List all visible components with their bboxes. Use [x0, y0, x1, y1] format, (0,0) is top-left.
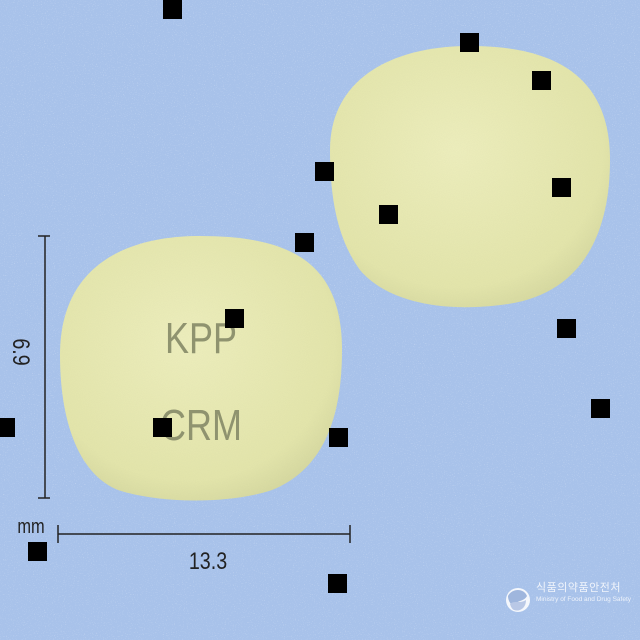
- unit-label: mm: [17, 516, 45, 538]
- width-dimension-line: [57, 525, 351, 543]
- logo-text-english: Ministry of Food and Drug Safety: [536, 595, 632, 603]
- tablet-back: [330, 46, 610, 308]
- logo-text-korean: 식품의약품안전처: [536, 581, 621, 594]
- height-dimension-line: [38, 235, 50, 499]
- occluding-squares: [0, 0, 610, 593]
- ministry-logo: 식품의약품안전처 Ministry of Food and Drug Safet…: [506, 580, 631, 606]
- logo-text: 식품의약품안전처 Ministry of Food and Drug Safet…: [536, 581, 632, 604]
- tablet-front: KPP CRM: [60, 236, 342, 501]
- height-label: 6.9: [7, 338, 34, 366]
- width-label: 13.3: [188, 548, 228, 575]
- logo-spacer: [506, 580, 532, 606]
- imprint-line-2: CRM: [160, 401, 242, 450]
- ministry-emblem: [506, 588, 530, 612]
